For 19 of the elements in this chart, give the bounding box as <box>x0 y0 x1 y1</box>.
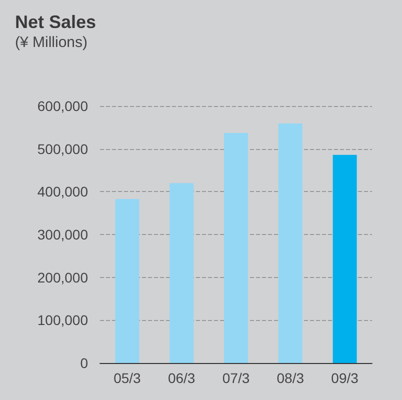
x-tick-label: 06/3 <box>168 370 196 386</box>
y-tick-label: 300,000 <box>37 226 88 242</box>
bar <box>115 198 140 363</box>
bar <box>332 154 357 363</box>
y-tick-label: 500,000 <box>37 140 88 157</box>
x-tick-label: 05/3 <box>114 370 142 386</box>
chart-subtitle: (¥ Millions) <box>15 34 88 51</box>
y-tick-label: 600,000 <box>37 98 88 114</box>
x-tick-label: 07/3 <box>222 370 250 386</box>
bar <box>170 183 194 363</box>
y-tick-label: 100,000 <box>37 312 88 328</box>
x-tick-label: 09/3 <box>331 370 359 386</box>
bar <box>278 124 302 363</box>
y-tick-label: 200,000 <box>37 269 88 286</box>
x-tick-label: 08/3 <box>276 370 304 386</box>
y-tick-label: 0 <box>80 355 88 371</box>
bar <box>224 132 248 363</box>
y-tick-label: 400,000 <box>37 184 88 200</box>
chart-title: Net Sales <box>15 12 96 32</box>
